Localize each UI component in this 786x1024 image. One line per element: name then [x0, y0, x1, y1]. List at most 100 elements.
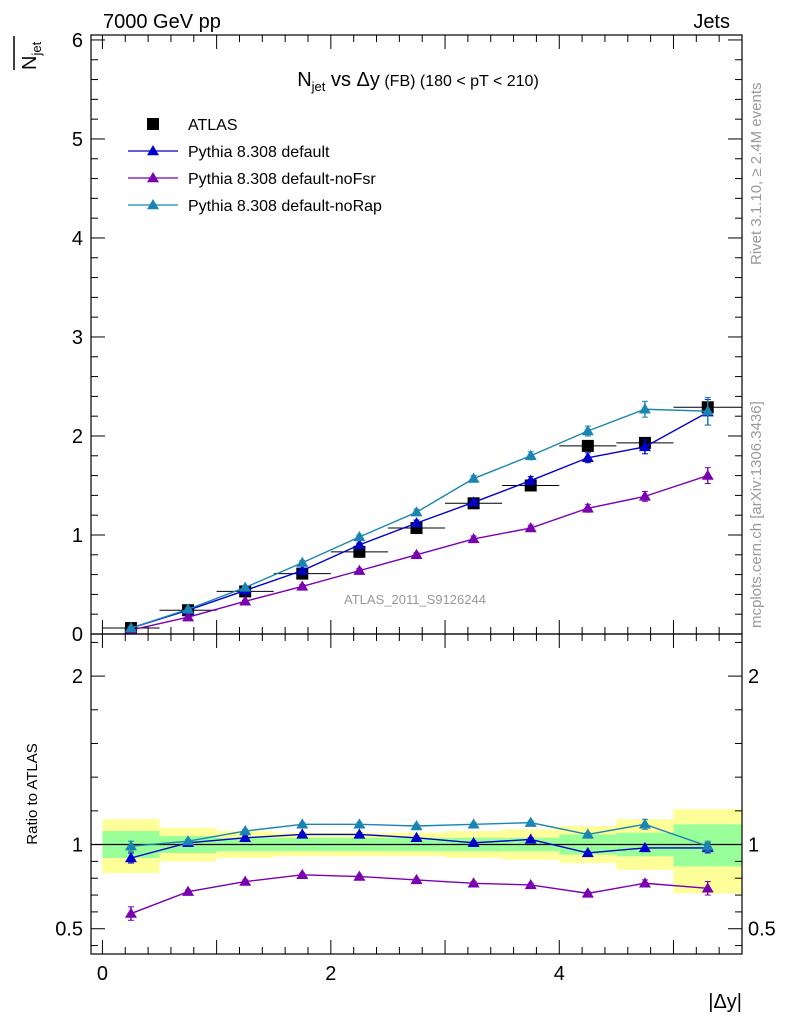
- data-point: [638, 440, 651, 452]
- ratio-point: [467, 877, 480, 888]
- ratio-point: [410, 820, 423, 831]
- legend-label: ATLAS: [188, 117, 238, 134]
- y-tick-label: 5: [72, 129, 83, 151]
- data-point: [524, 522, 537, 533]
- x-tick-label: 4: [554, 963, 565, 985]
- data-point: [581, 425, 594, 436]
- data-point: [182, 611, 195, 622]
- data-point: [467, 496, 480, 507]
- data-point: [296, 580, 309, 591]
- data-point: [467, 472, 480, 483]
- x-tick-label: 0: [97, 963, 108, 985]
- chart-title: Njet vs Δy (FB) (180 < pT < 210): [297, 69, 539, 94]
- data-point: [296, 564, 309, 575]
- data-point: [581, 439, 594, 452]
- watermark: ATLAS_2011_S9126244: [344, 592, 486, 607]
- y-tick-label: 0.5: [55, 919, 83, 941]
- series-3: [124, 396, 714, 633]
- legend-marker-triangle: [147, 172, 159, 183]
- ratio-point: [581, 887, 594, 898]
- data-point: [467, 532, 480, 544]
- y-tick-label: 1: [72, 525, 83, 547]
- ratio-point: [701, 840, 714, 851]
- data-point: [581, 502, 594, 513]
- data-point: [638, 403, 651, 414]
- ratio-point: [524, 816, 537, 827]
- y-tick-label: 2: [72, 426, 83, 448]
- x-axis-label: |Δy|: [708, 991, 742, 1013]
- ratio-point: [638, 877, 651, 888]
- y-tick-label: 6: [72, 30, 83, 52]
- data-point: [353, 538, 366, 550]
- data-point: [524, 474, 537, 485]
- data-point: [524, 449, 537, 460]
- mcplots-label: mcplots.cern.ch [arXiv:1306.3436]: [748, 401, 765, 628]
- ratio-point: [182, 835, 195, 846]
- y-tick-label: 2: [72, 666, 83, 688]
- data-point: [296, 556, 309, 567]
- data-point: [353, 530, 366, 542]
- data-point: [638, 490, 651, 501]
- ratio-point: [638, 818, 651, 829]
- ratio-point: [353, 818, 366, 829]
- data-point: [410, 506, 423, 517]
- data-point: [124, 622, 137, 633]
- ratio-point: [701, 882, 714, 893]
- header-left: 7000 GeV pp: [103, 11, 221, 33]
- rivet-label: Rivet 3.1.10, ≥ 2.4M events: [748, 83, 765, 266]
- ratio-point: [524, 833, 537, 844]
- data-point: [239, 595, 252, 606]
- ratio-point: [524, 878, 537, 890]
- legend-marker-triangle: [147, 199, 159, 210]
- data-point: [353, 564, 366, 575]
- ratio-point: [296, 868, 309, 880]
- ratio-point: [410, 873, 423, 885]
- ratio-series-2: [124, 816, 714, 852]
- legend-marker-square: [147, 118, 159, 130]
- ratio-point: [239, 831, 252, 842]
- y-tick-label: 1: [72, 835, 83, 857]
- ratio-panel: 0.5 0.5 1 1 2 2 0 2 4 Ratio to ATLAS |Δy|: [24, 633, 776, 1013]
- ratio-point: [296, 828, 309, 839]
- y-tick-label-right: 2: [748, 666, 759, 688]
- ratio-series-0: [124, 828, 714, 864]
- ratio-point: [239, 875, 252, 886]
- ratio-point: [467, 836, 480, 848]
- ratio-y-axis-label: Ratio to ATLAS: [24, 743, 41, 844]
- ratio-point: [581, 828, 594, 839]
- x-tick-label: 2: [325, 963, 336, 985]
- data-point: [701, 469, 714, 480]
- ratio-point: [353, 870, 366, 881]
- legend-label: Pythia 8.308 default-noRap: [188, 198, 382, 215]
- legend: ATLAS Pythia 8.308 default Pythia 8.308 de…: [128, 117, 382, 215]
- y-tick-label: 0: [72, 624, 83, 646]
- ratio-point: [124, 840, 137, 851]
- ratio-point: [353, 828, 366, 839]
- data-point: [701, 405, 714, 416]
- ratio-series-1: [124, 868, 714, 921]
- legend-label: Pythia 8.308 default-noFsr: [188, 171, 376, 188]
- header-right: Jets: [693, 11, 730, 33]
- ratio-point: [638, 841, 651, 853]
- ratio-point: [239, 825, 252, 836]
- ratio-point: [182, 885, 195, 896]
- y-tick-label: 4: [72, 228, 83, 250]
- legend-marker-triangle: [147, 145, 159, 156]
- data-point: [410, 548, 423, 559]
- ratio-point: [124, 907, 137, 918]
- y-axis-label: Njet: [19, 41, 44, 70]
- ratio-point: [467, 818, 480, 829]
- ratio-point: [124, 852, 137, 863]
- ratio-point: [410, 831, 423, 842]
- ratio-frame: [90, 633, 743, 955]
- legend-label: Pythia 8.308 default: [188, 144, 330, 161]
- y-tick-label-right: 0.5: [748, 919, 776, 941]
- series-2: [124, 467, 714, 635]
- y-tick-label-right: 1: [748, 835, 759, 857]
- data-point: [239, 581, 252, 592]
- ratio-point: [581, 846, 594, 858]
- main-panel: 0 1 2 3 4 5 6 Njet Njet vs Δy (FB) (180 < pT < 2…: [13, 30, 743, 646]
- y-tick-label: 3: [72, 327, 83, 349]
- data-point: [410, 517, 423, 528]
